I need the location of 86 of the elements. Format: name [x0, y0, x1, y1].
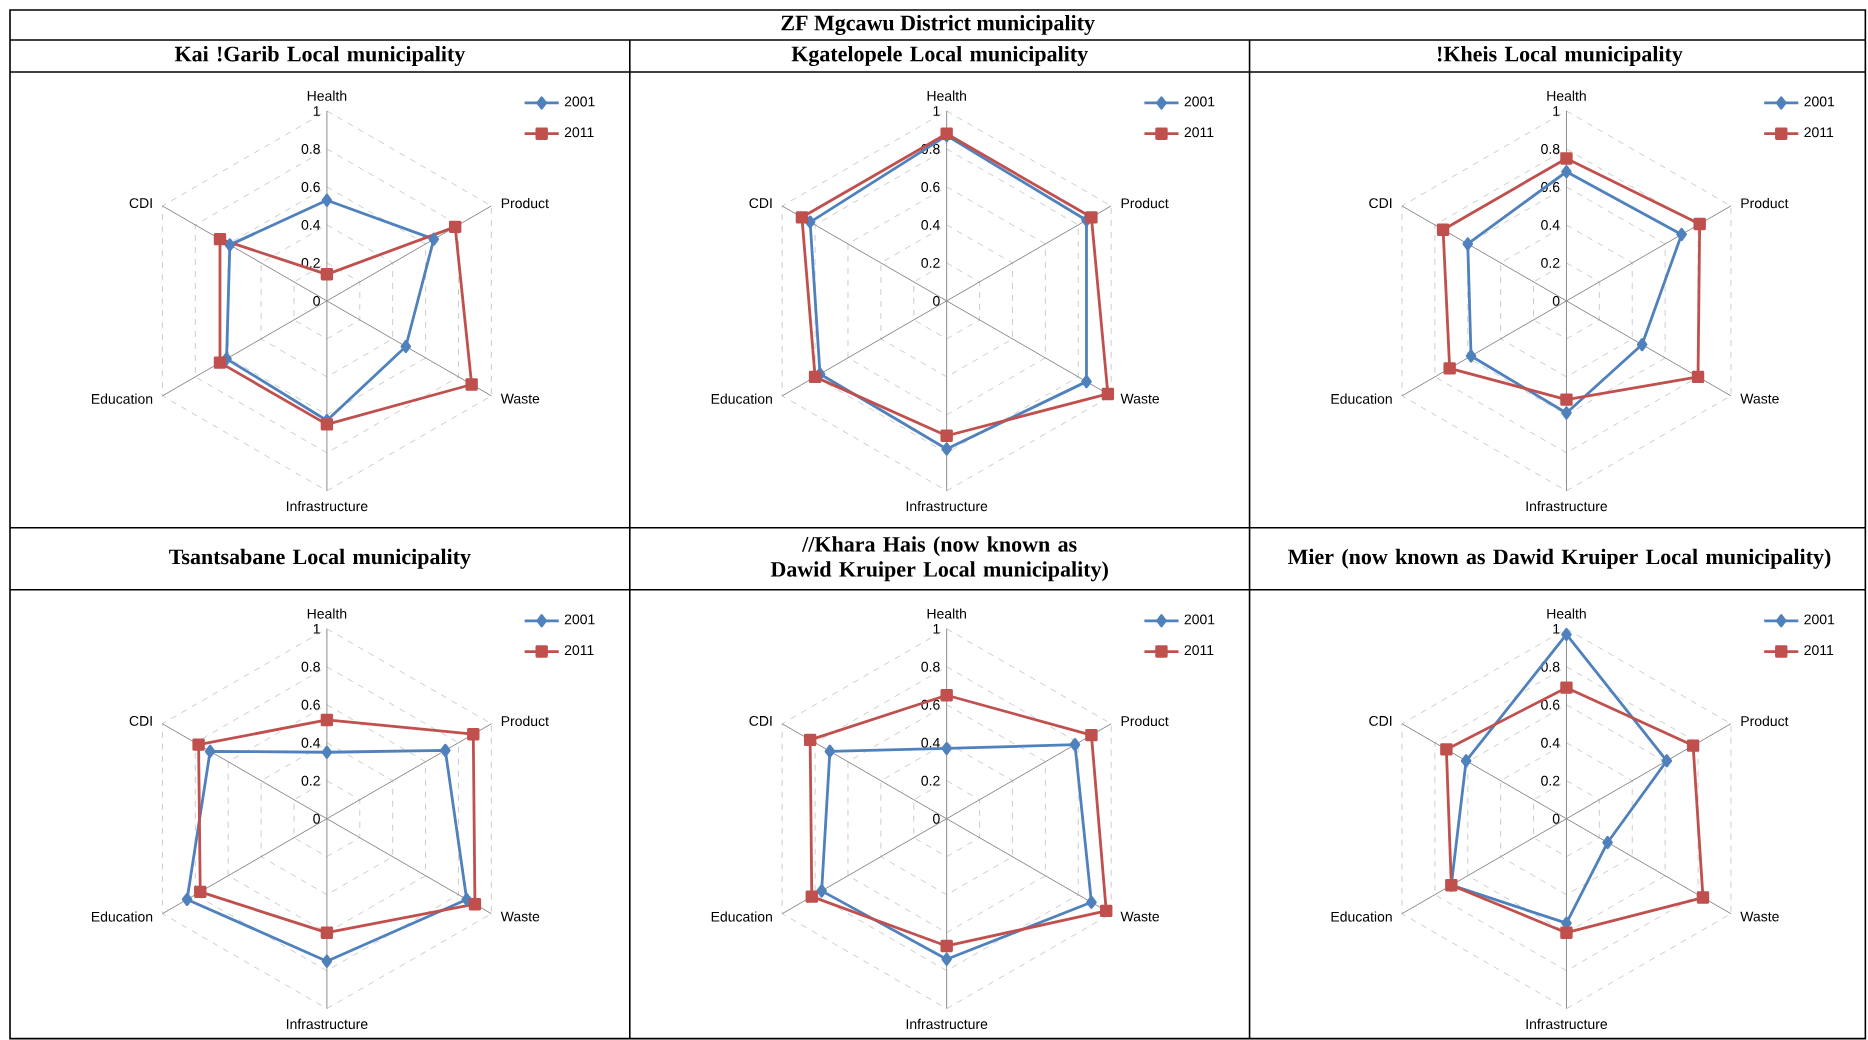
legend-label: 2011: [564, 127, 594, 138]
spoke-label: Education: [1331, 911, 1392, 922]
y-tick-label: 0: [1552, 296, 1560, 307]
legend-label: 2011: [564, 645, 594, 656]
spoke-label: Education: [1331, 393, 1392, 405]
y-tick-label: 0.4: [301, 220, 321, 231]
chart-title: //Khara Hais (now known as Dawid Kruiper Local municipality): [770, 536, 1108, 582]
y-tick-label: 0.4: [1541, 220, 1560, 231]
chart-title: Kgatelopele Local municipality: [791, 46, 1088, 67]
y-tick-label: 0: [313, 296, 320, 307]
y-tick-label: 0.2: [921, 258, 940, 269]
spoke-label: CDI: [749, 716, 772, 727]
y-tick-label: 1: [933, 624, 940, 634]
spoke-label: Waste: [1120, 911, 1159, 922]
legend-label: 2011: [1184, 645, 1214, 656]
spoke-label: Health: [1547, 608, 1586, 619]
spoke-label: Health: [1547, 90, 1586, 102]
spoke-label: Waste: [1740, 911, 1779, 922]
legend-label: 2001: [1184, 96, 1215, 107]
spoke-label: Product: [501, 198, 549, 209]
spoke-label: Infrastructure: [286, 501, 368, 512]
spoke-label: Product: [1741, 715, 1789, 727]
legend-label: 2011: [1184, 127, 1214, 138]
chart-title: Kai !Garib Local municipality: [174, 46, 466, 67]
spoke-label: Education: [711, 393, 772, 405]
spoke-label: Education: [91, 911, 153, 922]
y-tick-label: 1: [933, 106, 940, 116]
legend-label: 2001: [1184, 614, 1215, 625]
chart-title: Mier (now known as Dawid Kruiper Local municipality): [1287, 549, 1831, 569]
spoke-label: Product: [501, 715, 549, 727]
spoke-label: CDI: [1369, 716, 1392, 727]
y-tick-label: 0.6: [1541, 700, 1560, 710]
y-tick-label: 0.2: [301, 775, 320, 786]
spoke-label: Infrastructure: [906, 1018, 988, 1030]
spoke-label: Infrastructure: [906, 501, 988, 512]
y-tick-label: 0: [933, 813, 940, 824]
spoke-label: Education: [711, 911, 772, 922]
y-tick-label: 0.2: [1541, 775, 1560, 786]
spoke-label: CDI: [1369, 198, 1392, 209]
y-tick-label: 1: [313, 106, 320, 116]
spoke-label: Infrastructure: [1526, 1018, 1608, 1030]
chart-title: !Kheis Local municipality: [1437, 46, 1683, 67]
y-tick-label: 0.6: [301, 182, 320, 193]
y-tick-label: 0.8: [301, 144, 320, 155]
spoke-label: CDI: [129, 198, 152, 209]
spoke-label: CDI: [129, 716, 152, 727]
legend-label: 2011: [1804, 645, 1834, 656]
spoke-label: Waste: [1740, 394, 1779, 404]
y-tick-label: 0.8: [921, 662, 940, 672]
y-tick-label: 0: [313, 813, 320, 824]
y-tick-label: 0.8: [1541, 144, 1560, 155]
spoke-label: Waste: [500, 911, 540, 922]
y-tick-label: 0.4: [1541, 738, 1560, 748]
y-tick-label: 1: [313, 624, 320, 634]
spoke-label: Health: [927, 90, 966, 102]
y-tick-label: 0.4: [921, 738, 940, 748]
spoke-label: Infrastructure: [286, 1018, 368, 1030]
spoke-label: CDI: [749, 198, 772, 209]
text: ZF Mgcawu District municipality: [781, 15, 1095, 36]
y-tick-label: 0.6: [301, 700, 320, 710]
spoke-label: Product: [1121, 198, 1169, 209]
spoke-label: Health: [307, 608, 347, 619]
spoke-label: Product: [1741, 198, 1789, 209]
spoke-label: Health: [307, 90, 347, 102]
spoke-label: Education: [91, 393, 153, 405]
y-tick-label: 0.4: [301, 738, 321, 748]
y-tick-label: 1: [1553, 624, 1560, 634]
legend-label: 2011: [1804, 127, 1834, 138]
spoke-label: Waste: [500, 394, 540, 404]
spoke-label: Health: [927, 608, 966, 619]
y-tick-label: 0.8: [301, 662, 320, 672]
y-tick-label: 0: [933, 296, 940, 307]
legend-label: 2001: [1804, 96, 1835, 107]
y-tick-label: 0.6: [921, 182, 940, 193]
y-tick-label: 0.2: [1541, 258, 1560, 269]
chart-title: Tsantsabane Local municipality: [169, 549, 471, 569]
y-tick-label: 0.4: [921, 220, 940, 231]
legend-label: 2001: [564, 96, 595, 107]
spoke-label: Product: [1121, 715, 1169, 727]
y-tick-label: 0: [1552, 813, 1560, 824]
y-tick-label: 0.2: [921, 775, 940, 786]
spoke-label: Infrastructure: [1526, 501, 1608, 512]
legend-label: 2001: [1804, 614, 1835, 625]
spoke-label: Waste: [1120, 394, 1159, 404]
y-tick-label: 1: [1553, 106, 1560, 116]
legend-label: 2001: [564, 614, 595, 625]
